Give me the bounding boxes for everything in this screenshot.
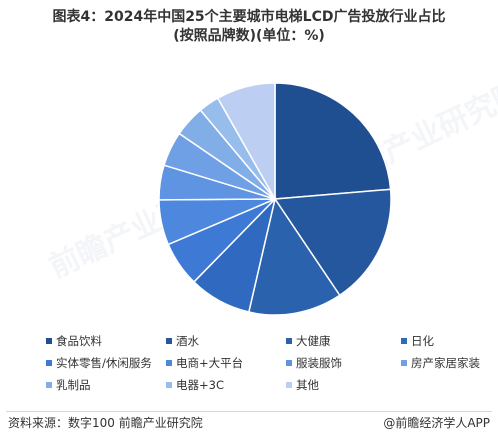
legend-swatch xyxy=(46,382,52,388)
legend-item: 服装服饰 xyxy=(286,355,342,371)
legend-item: 电器+3C xyxy=(166,377,224,393)
chart-title: 图表4：2024年中国25个主要城市电梯LCD广告投放行业占比 (按照品牌数)(… xyxy=(0,8,498,46)
pie-slice-1 xyxy=(274,82,392,200)
legend-swatch xyxy=(401,338,407,344)
legend-item: 日化 xyxy=(401,333,434,349)
legend-item: 实体零售/休闲服务 xyxy=(46,355,152,371)
legend-swatch xyxy=(286,338,292,344)
legend-item: 其他 xyxy=(286,377,319,393)
legend-label: 食品饮料 xyxy=(56,334,102,348)
legend-swatch xyxy=(401,360,407,366)
legend-label: 酒水 xyxy=(176,334,199,348)
legend-swatch xyxy=(46,360,52,366)
legend-swatch xyxy=(166,360,172,366)
source-note: 资料来源：数字100 前瞻产业研究院 xyxy=(8,416,203,430)
pie-slice-2 xyxy=(273,188,392,297)
legend-swatch xyxy=(166,338,172,344)
legend-item: 大健康 xyxy=(286,333,331,349)
pie-chart xyxy=(158,82,392,316)
legend-swatch xyxy=(166,382,172,388)
legend-label: 实体零售/休闲服务 xyxy=(56,356,152,370)
legend-label: 服装服饰 xyxy=(296,356,342,370)
legend-label: 日化 xyxy=(411,334,434,348)
title-line-1: 图表4：2024年中国25个主要城市电梯LCD广告投放行业占比 xyxy=(52,9,446,25)
legend-item: 乳制品 xyxy=(46,377,91,393)
legend-label: 乳制品 xyxy=(56,378,91,392)
legend-swatch xyxy=(286,360,292,366)
legend-item: 食品饮料 xyxy=(46,333,102,349)
legend-item: 酒水 xyxy=(166,333,199,349)
legend-item: 房产家居家装 xyxy=(401,355,480,371)
pie-slice-11 xyxy=(216,82,276,202)
legend-swatch xyxy=(286,382,292,388)
footer-divider xyxy=(6,411,492,412)
legend-label: 其他 xyxy=(296,378,319,392)
legend-swatch xyxy=(46,338,52,344)
brand-credit: @前瞻经济学人APP xyxy=(383,416,490,430)
legend-label: 房产家居家装 xyxy=(411,356,480,370)
legend-item: 电商+大平台 xyxy=(166,355,243,371)
legend-label: 电商+大平台 xyxy=(176,356,244,370)
pie-slice-3 xyxy=(247,197,341,316)
legend-label: 大健康 xyxy=(296,334,331,348)
legend-label: 电器+3C xyxy=(176,378,224,392)
title-line-2: (按照品牌数)(单位：%) xyxy=(173,28,325,44)
